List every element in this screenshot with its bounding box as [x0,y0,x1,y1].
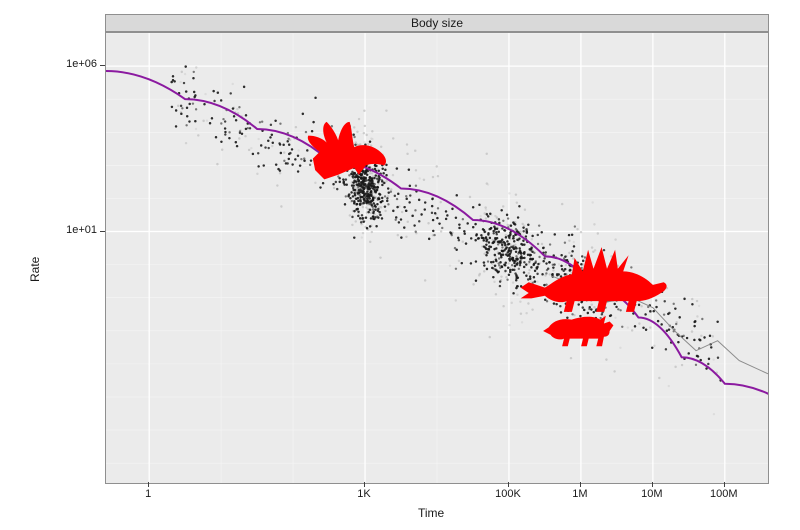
y-tick-label: 1e+06 [45,58,97,70]
x-tick-label: 1K [339,488,389,500]
x-tick-mark [148,482,149,487]
x-tick-label: 100K [483,488,533,500]
stegosaur-silhouette [521,247,667,312]
mammal-silhouette [543,316,613,346]
x-tick-mark [580,482,581,487]
x-tick-label: 1M [555,488,605,500]
x-axis-title-text: Time [418,506,444,520]
y-axis-title: Rate [28,257,42,282]
scatter-halo [177,66,718,415]
x-tick-mark [508,482,509,487]
x-tick-mark [652,482,653,487]
x-tick-label: 10M [627,488,677,500]
x-tick-label: 1 [123,488,173,500]
scatter-core [170,65,721,381]
x-tick-label: 100M [699,488,749,500]
x-axis-title: Time [418,506,444,520]
chart-plot-area [105,32,769,484]
x-tick-mark [364,482,365,487]
y-axis-title-text: Rate [28,257,42,282]
chart-strip-title: Body size [105,14,769,32]
figure-root: Body size Rate Time 1e+01 1e+06 1 1K 100K 1M… [0,0,800,530]
x-tick-mark [724,482,725,487]
strip-title-text: Body size [411,16,463,30]
y-tick-label: 1e+01 [45,224,97,236]
y-tick-mark [100,65,105,66]
plot-svg [106,33,768,483]
y-tick-mark [100,231,105,232]
